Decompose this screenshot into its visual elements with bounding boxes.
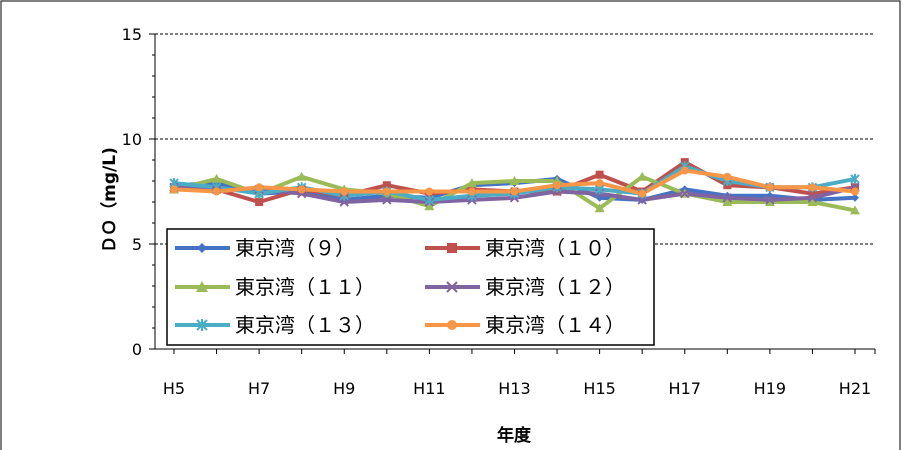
legend-label: 東京湾（１３）	[235, 313, 375, 337]
x-tick-label: H19	[754, 379, 786, 398]
data-point	[212, 187, 221, 196]
data-point	[808, 183, 817, 192]
data-point	[851, 187, 859, 196]
y-tick-label: 0	[132, 340, 142, 359]
y-tick-label: 10	[122, 130, 142, 149]
y-ticks: 0 5 10 15	[122, 25, 155, 359]
data-point	[850, 173, 860, 184]
data-point	[340, 187, 349, 196]
data-point	[447, 243, 457, 253]
data-point	[637, 171, 648, 181]
data-point	[765, 183, 774, 192]
data-point	[723, 191, 732, 200]
data-point	[197, 243, 207, 253]
x-axis-title: 年度	[497, 425, 532, 446]
y-axis-title: ＤＯ（mg/L)	[99, 147, 120, 253]
data-point	[196, 281, 208, 292]
legend: 東京湾（９） 東京湾（１０） 東京湾（１１） 東京湾（１２） 東京湾（１３） 東京湾（１４…	[166, 228, 655, 346]
data-point	[446, 281, 458, 293]
data-point	[807, 197, 818, 206]
data-point	[808, 189, 817, 198]
data-point	[382, 187, 391, 196]
series	[169, 158, 860, 215]
data-point	[255, 198, 264, 206]
data-point	[680, 166, 689, 175]
data-point	[765, 195, 775, 205]
x-tick-label: H13	[498, 379, 530, 398]
data-point	[424, 194, 435, 205]
legend-label: 東京湾（９）	[235, 236, 355, 260]
data-point	[425, 187, 434, 196]
data-point	[594, 203, 605, 213]
legend-label: 東京湾（１０）	[485, 236, 625, 260]
data-point	[382, 195, 392, 205]
legend-label: 東京湾（１１）	[235, 275, 375, 299]
data-point	[595, 170, 604, 179]
data-point	[196, 319, 208, 331]
data-point	[722, 197, 733, 206]
data-point	[424, 201, 435, 211]
data-point	[466, 178, 477, 188]
data-point	[680, 188, 690, 199]
legend-box	[166, 228, 655, 346]
data-point	[467, 187, 476, 196]
data-point	[722, 193, 733, 203]
data-point	[807, 193, 818, 203]
x-tick-label: H11	[413, 379, 445, 398]
y-tick-label: 15	[122, 25, 142, 44]
x-tick-label: H17	[669, 379, 701, 398]
data-point	[595, 179, 604, 188]
x-tick-label: H7	[248, 379, 270, 398]
gridlines	[155, 33, 875, 245]
x-tick-label: H9	[333, 379, 355, 398]
data-point	[850, 205, 860, 215]
data-point	[170, 185, 178, 194]
x-tick-label: H21	[839, 379, 871, 398]
data-point	[297, 185, 306, 194]
y-tick-label: 5	[132, 235, 142, 254]
data-point	[447, 320, 457, 330]
data-point	[255, 183, 264, 192]
data-point	[296, 171, 307, 181]
x-tick-label: H15	[583, 379, 615, 398]
data-point	[638, 189, 647, 198]
legend-label: 東京湾（１４）	[485, 313, 625, 337]
x-tick-label: H5	[163, 379, 185, 398]
x-ticks: H5 H7 H9 H11 H13 H15 H17 H19 H21	[163, 349, 876, 398]
data-point	[382, 181, 391, 190]
data-point	[510, 187, 519, 196]
data-point	[723, 172, 732, 181]
data-point	[553, 181, 562, 190]
legend-label: 東京湾（１２）	[485, 275, 625, 299]
data-point	[211, 173, 222, 183]
data-point	[851, 193, 859, 202]
data-point	[509, 176, 520, 185]
